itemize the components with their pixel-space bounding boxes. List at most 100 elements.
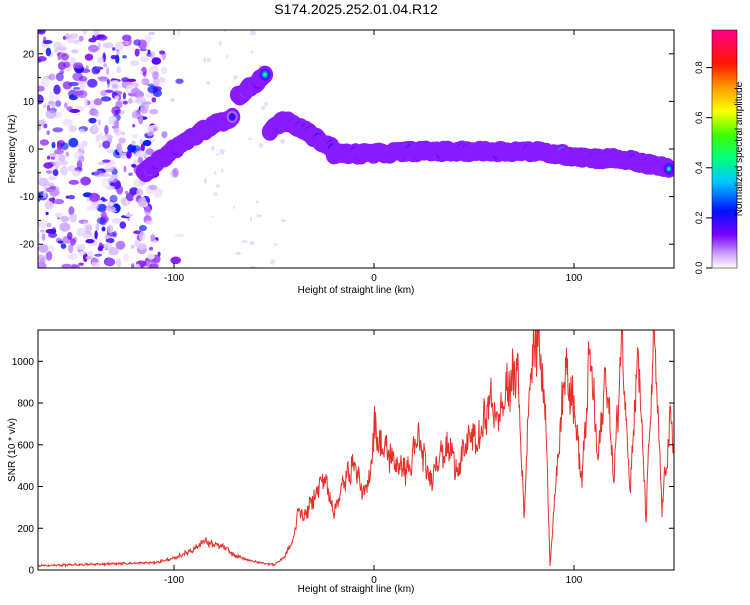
noise-blob — [149, 263, 159, 268]
noise-blob — [56, 142, 63, 151]
noise-blob — [89, 192, 100, 202]
noise-blob — [131, 163, 137, 168]
noise-blob — [51, 227, 57, 235]
noise-blob — [258, 64, 262, 68]
bottom-y-axis-label: SNR (10 * v/v) — [7, 418, 18, 482]
noise-blob — [43, 123, 48, 129]
noise-blob — [98, 142, 102, 149]
noise-blob — [136, 188, 144, 197]
top-y-axis-label: Frequency (Hz) — [7, 115, 18, 184]
noise-blob — [41, 233, 46, 241]
noise-blob — [80, 140, 88, 147]
noise-blob — [88, 117, 97, 124]
noise-blob — [132, 134, 139, 139]
noise-blob — [151, 97, 157, 103]
noise-blob — [139, 107, 149, 114]
top-y-tick-label: 0 — [28, 145, 34, 156]
noise-blob — [133, 178, 144, 188]
noise-blob — [93, 170, 105, 177]
noise-blob — [38, 58, 42, 63]
noise-blob — [131, 263, 135, 268]
noise-blob — [59, 222, 71, 232]
noise-blob — [249, 240, 255, 245]
noise-blob — [235, 251, 242, 255]
noise-blob — [48, 197, 55, 202]
top-x-ticks: -100 0 100 — [164, 30, 583, 284]
noise-blob — [38, 30, 46, 35]
noise-blob — [121, 34, 132, 42]
noise-blob — [135, 150, 147, 158]
noise-blob — [67, 253, 78, 260]
noise-blob — [148, 246, 154, 251]
noise-blob — [75, 244, 86, 251]
noise-blob — [57, 61, 66, 71]
noise-blob — [72, 39, 80, 45]
noise-blob — [111, 106, 121, 116]
noise-blob — [52, 169, 59, 177]
noise-blob — [103, 63, 107, 68]
noise-blob — [71, 264, 80, 268]
noise-blob — [105, 237, 115, 244]
noise-blob — [258, 143, 264, 148]
noise-blob — [218, 40, 222, 46]
noise-blob — [137, 243, 147, 250]
noise-blob — [112, 47, 116, 51]
noise-blob — [210, 145, 215, 151]
noise-blob — [145, 148, 154, 156]
noise-blob — [110, 55, 117, 60]
noise-blob — [43, 185, 47, 194]
noise-blob — [228, 86, 231, 90]
noise-blob — [149, 108, 159, 115]
bottom-y-tick-label: 800 — [17, 399, 34, 410]
noise-blob — [38, 173, 42, 180]
noise-blob — [138, 231, 146, 241]
noise-blob — [83, 176, 87, 187]
noise-blob — [97, 56, 105, 64]
noise-blob — [128, 172, 133, 176]
noise-blob — [78, 155, 85, 163]
noise-blob — [139, 138, 143, 145]
noise-blob — [130, 87, 141, 94]
noise-blob — [85, 256, 92, 260]
noise-blob — [45, 109, 57, 119]
noise-blob — [79, 83, 86, 91]
noise-blob — [100, 90, 108, 97]
noise-blob — [68, 125, 77, 133]
noise-blob — [97, 161, 106, 165]
noise-blob — [54, 149, 64, 155]
noise-blob — [161, 131, 168, 139]
noise-blob — [53, 198, 65, 205]
noise-blob — [103, 242, 112, 250]
noise-blob — [141, 79, 146, 84]
noise-blob — [55, 95, 60, 102]
noise-blob — [45, 170, 53, 174]
bottom-y-tick-label: 200 — [17, 524, 34, 535]
noise-blob — [102, 159, 111, 163]
noise-blob — [45, 251, 53, 261]
noise-blob — [68, 243, 74, 254]
noise-blob — [102, 140, 111, 149]
noise-blob — [123, 165, 127, 173]
noise-blob — [96, 203, 107, 212]
noise-blob — [69, 212, 77, 223]
noise-blob — [122, 100, 128, 105]
noise-blob — [114, 120, 120, 127]
noise-blob — [119, 221, 127, 229]
noise-blob — [42, 36, 47, 45]
noise-blob — [248, 137, 252, 140]
noise-blob — [45, 47, 52, 57]
noise-blob — [102, 42, 114, 49]
noise-blob — [49, 185, 57, 190]
bottom-x-axis-label: Height of straight line (km) — [298, 584, 415, 595]
noise-blob — [84, 53, 94, 61]
noise-blob — [64, 102, 68, 109]
noise-blob — [49, 187, 59, 197]
noise-blob — [93, 66, 104, 70]
noise-blob — [48, 73, 56, 81]
noise-blob — [264, 101, 268, 107]
noise-blob — [39, 139, 50, 146]
noise-blob — [100, 135, 108, 142]
noise-blob — [93, 98, 103, 106]
colorbar-tick-label: 0.6 — [694, 111, 704, 124]
noise-blob — [84, 224, 93, 233]
